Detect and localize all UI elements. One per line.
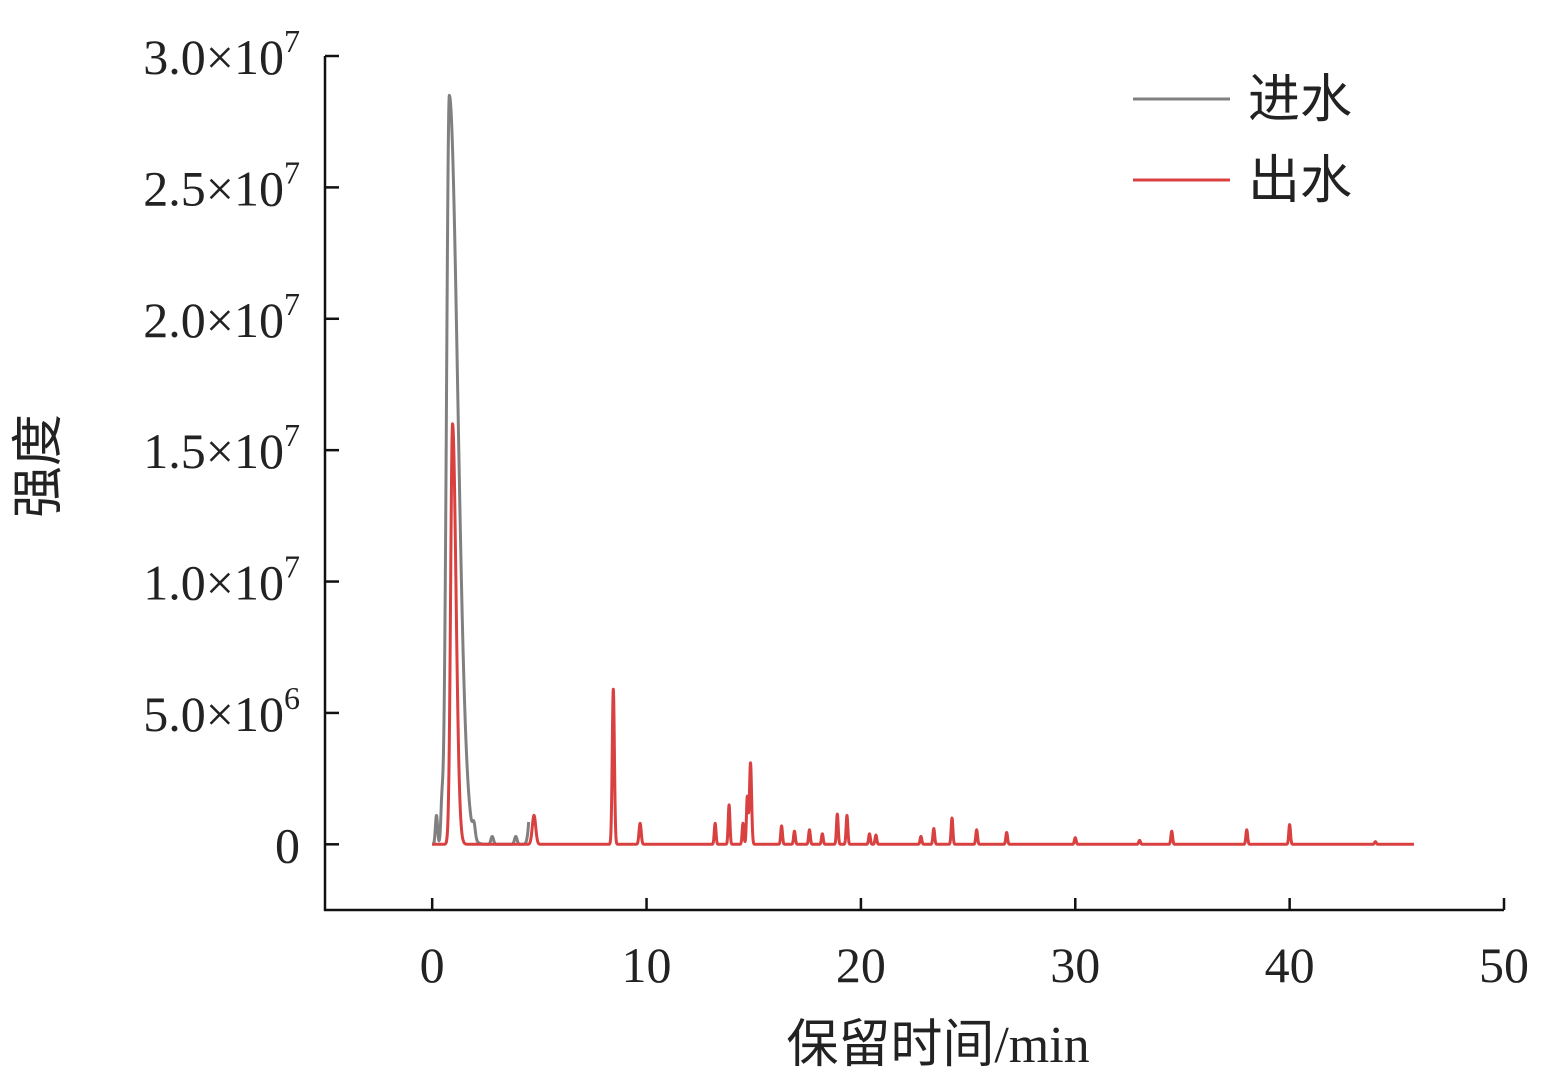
x-tick-label: 20 (836, 937, 886, 993)
x-ticks: 0 10 20 30 40 50 (420, 898, 1529, 993)
y-tick-label: 5.0×106 (143, 680, 300, 742)
legend-label-inflow: 进水 (1248, 72, 1352, 129)
y-tick-label: 3.0×107 (143, 23, 300, 85)
y-tick-label: 2.5×107 (143, 154, 300, 216)
series-line-inflow (430, 93, 531, 846)
series-line-outflow (430, 422, 1416, 846)
y-ticks: 0 5.0×106 1.0×107 1.5×107 2.0×107 2.5×107 3.0×… (143, 23, 339, 873)
x-tick-label: 40 (1265, 937, 1315, 993)
y-axis-title: 强度 (11, 414, 68, 518)
x-tick-label: 10 (622, 937, 672, 993)
x-tick-label: 30 (1050, 937, 1100, 993)
y-tick-label: 1.5×107 (143, 417, 300, 479)
axes (323, 56, 1504, 912)
x-tick-label: 0 (420, 937, 445, 993)
y-tick-label: 2.0×107 (143, 286, 300, 348)
legend-label-outflow: 出水 (1248, 153, 1352, 210)
legend: 进水 出水 (1133, 72, 1352, 210)
y-tick-label: 1.0×107 (143, 549, 300, 611)
x-tick-label: 50 (1479, 937, 1529, 993)
y-tick-label: 0 (275, 817, 300, 873)
x-axis-title: 保留时间/min (786, 1017, 1089, 1074)
series-layer (430, 93, 1416, 846)
